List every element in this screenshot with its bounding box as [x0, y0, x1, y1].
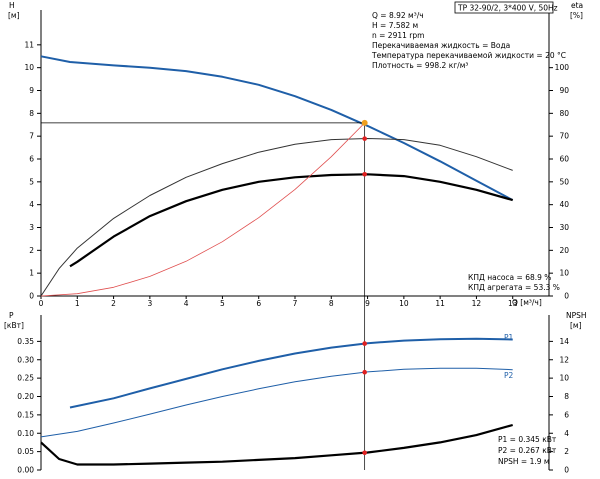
p-axis-unit: [кВт] — [4, 321, 24, 330]
chart-title: TP 32-90/2, 3*400 V, 50Hz — [457, 4, 558, 13]
eta-total-marker — [362, 171, 367, 177]
title-box — [454, 1, 554, 14]
info-liquid: Перекачиваемая жидкость = Вода — [372, 41, 510, 50]
q-tick-label: 8 — [329, 299, 334, 308]
q-tick-label: 13 — [508, 299, 518, 308]
h-tick-label: 9 — [29, 86, 34, 95]
head-curve — [40, 55, 514, 201]
npsh-marker — [362, 450, 367, 456]
h-tick-label: 7 — [29, 132, 34, 141]
p2-readout: P2 = 0.267 кВт — [498, 446, 557, 455]
system-curve — [40, 122, 365, 297]
eta-tick-label: 50 — [559, 177, 569, 186]
h-tick-label: 8 — [29, 109, 34, 118]
h-tick-label: 6 — [29, 155, 34, 164]
q-tick-label: 9 — [365, 299, 370, 308]
eta-tick-label: 0 — [564, 292, 569, 301]
info-density: Плотность = 998.2 кг/м³ — [372, 61, 468, 70]
eta-pump-readout: КПД насоса = 68.9 % — [468, 273, 551, 282]
npsh-axis-label: NPSH — [566, 311, 587, 320]
npsh-tick-label: 2 — [564, 447, 569, 456]
info-n: n = 2911 rpm — [372, 31, 424, 40]
q-tick-label: 7 — [293, 299, 298, 308]
eta-axis-unit: [%] — [570, 11, 583, 20]
q-tick-label: 2 — [111, 299, 116, 308]
info-q: Q = 8.92 м³/ч — [372, 11, 424, 20]
h-tick-label: 2 — [29, 246, 34, 255]
duty-point-marker — [361, 119, 368, 126]
npsh-tick-label: 8 — [564, 392, 569, 401]
h-tick-label: 4 — [29, 200, 34, 209]
h-axis-label: H — [9, 1, 15, 10]
h-axis-unit: [м] — [8, 11, 20, 20]
h-tick-label: 11 — [24, 40, 34, 49]
eta-tick-label: 100 — [555, 63, 570, 72]
eta-axis-label: eta — [571, 1, 583, 10]
p2-marker — [362, 369, 367, 375]
pump-efficiency-curve — [40, 138, 513, 297]
eta-tick-label: 80 — [559, 109, 569, 118]
p2-curve — [40, 367, 513, 438]
p1-curve — [69, 337, 513, 409]
npsh-tick-label: 0 — [564, 466, 569, 475]
q-tick-label: 12 — [472, 299, 482, 308]
eta-tick-label: 90 — [559, 86, 569, 95]
q-tick-label: 1 — [75, 299, 80, 308]
q-axis-label: Q [м³/ч] — [512, 298, 542, 307]
p-tick-label: 0.35 — [17, 337, 34, 346]
npsh-tick-label: 10 — [559, 374, 569, 383]
p1-series-label: P1 — [504, 333, 514, 342]
info-temperature: Температура перекачиваемой жидкости = 20… — [371, 51, 566, 60]
h-tick-label: 3 — [29, 223, 34, 232]
npsh-curve — [40, 423, 513, 466]
q-tick-label: 4 — [184, 299, 189, 308]
p-axis-label: P — [9, 311, 14, 320]
p-tick-label: 0.00 — [17, 466, 34, 475]
q-tick-label: 10 — [399, 299, 409, 308]
total-efficiency-curve — [69, 173, 514, 268]
eta-tick-label: 30 — [559, 223, 569, 232]
h-tick-label: 1 — [29, 269, 34, 278]
p-tick-label: 0.25 — [17, 374, 34, 383]
q-tick-label: 11 — [435, 299, 445, 308]
p-tick-label: 0.10 — [17, 429, 34, 438]
q-tick-label: 3 — [147, 299, 152, 308]
q-tick-label: 0 — [39, 299, 44, 308]
npsh-tick-label: 6 — [564, 410, 569, 419]
npsh-tick-label: 4 — [564, 429, 569, 438]
npsh-tick-label: 12 — [559, 355, 569, 364]
h-tick-label: 10 — [24, 63, 34, 72]
h-tick-label: 5 — [29, 177, 34, 186]
eta-total-readout: КПД агрегата = 53.3 % — [468, 283, 560, 292]
eta-tick-label: 40 — [559, 200, 569, 209]
q-tick-label: 6 — [256, 299, 261, 308]
h-tick-label: 0 — [29, 292, 34, 301]
q-tick-label: 5 — [220, 299, 225, 308]
info-h: H = 7.582 м — [372, 21, 418, 30]
p1-marker — [362, 341, 367, 346]
p2-series-label: P2 — [504, 371, 514, 380]
npsh-axis-unit: [м] — [570, 321, 582, 330]
npsh-tick-label: 14 — [559, 337, 569, 346]
p-tick-label: 0.15 — [17, 410, 34, 419]
eta-tick-label: 10 — [559, 269, 569, 278]
p-tick-label: 0.30 — [17, 355, 34, 364]
eta-pump-marker — [362, 136, 367, 141]
p-tick-label: 0.20 — [17, 392, 34, 401]
eta-tick-label: 60 — [559, 155, 569, 164]
npsh-readout: NPSH = 1.9 м — [498, 457, 550, 466]
eta-tick-label: 70 — [559, 132, 569, 141]
p-tick-label: 0.05 — [17, 447, 34, 456]
eta-tick-label: 20 — [559, 246, 569, 255]
p1-readout: P1 = 0.345 кВт — [498, 435, 557, 444]
